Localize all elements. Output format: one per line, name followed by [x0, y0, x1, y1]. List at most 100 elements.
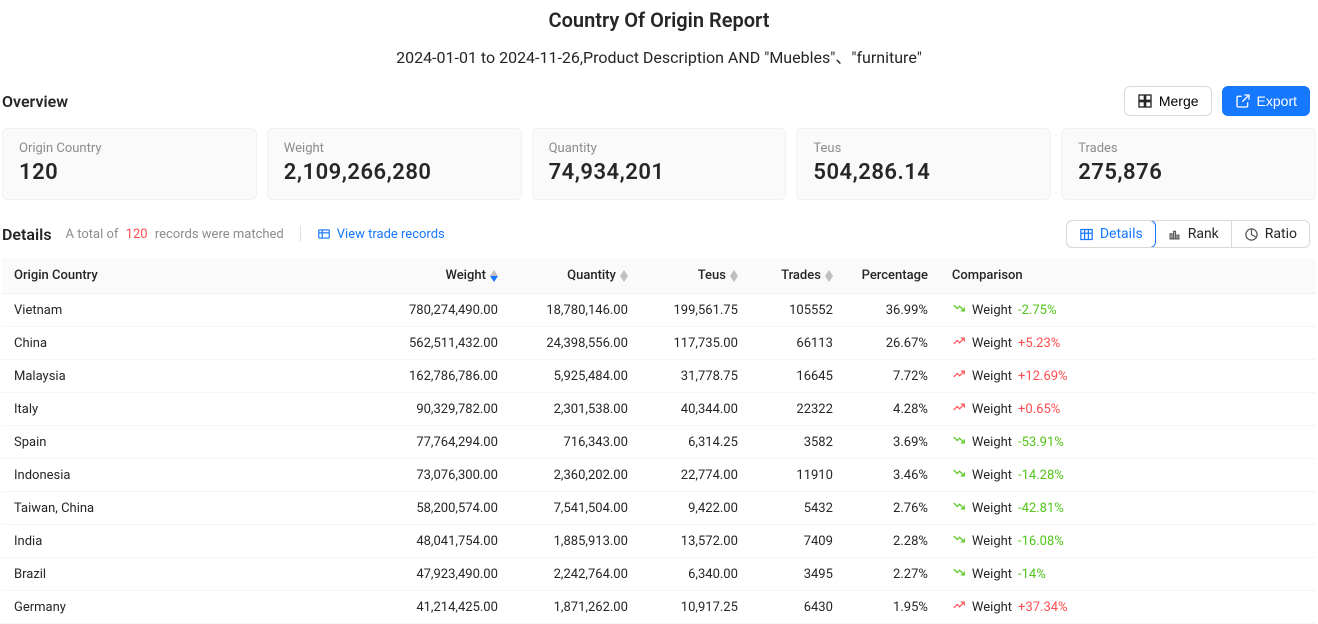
cell-comparison: Weight -42.81% [940, 492, 1316, 525]
cell-comparison: Weight -53.91% [940, 426, 1316, 459]
ratio-icon [1244, 227, 1259, 242]
overview-card: Teus504,286.14 [796, 128, 1051, 200]
table-row[interactable]: Brazil47,923,490.002,242,764.006,340.003… [2, 558, 1316, 591]
header-actions: Merge Export [1124, 86, 1310, 116]
sort-icon [620, 270, 628, 282]
table-row[interactable]: Vietnam780,274,490.0018,780,146.00199,56… [2, 294, 1316, 327]
trend-down-icon [952, 433, 966, 451]
merge-icon [1137, 93, 1153, 109]
cell-teus: 10,917.25 [640, 591, 750, 624]
cell-country: Italy [2, 393, 397, 426]
trend-down-icon [952, 466, 966, 484]
card-value: 120 [19, 160, 240, 185]
cell-quantity: 1,885,913.00 [510, 525, 640, 558]
trend-down-icon [952, 532, 966, 550]
tab-ratio[interactable]: Ratio [1232, 221, 1309, 247]
cell-quantity: 716,343.00 [510, 426, 640, 459]
cell-quantity: 2,242,764.00 [510, 558, 640, 591]
tab-details[interactable]: Details [1066, 220, 1156, 248]
cell-comparison: Weight +12.69% [940, 360, 1316, 393]
details-table: Origin Country Weight Quantity Teus Trad… [2, 258, 1316, 624]
col-header-weight[interactable]: Weight [397, 258, 510, 294]
table-row[interactable]: China562,511,432.0024,398,556.00117,735.… [2, 327, 1316, 360]
trend-down-icon [952, 301, 966, 319]
table-row[interactable]: Germany41,214,425.001,871,262.0010,917.2… [2, 591, 1316, 624]
cell-quantity: 7,541,504.00 [510, 492, 640, 525]
trend-up-icon [952, 334, 966, 352]
col-header-percentage: Percentage [845, 258, 940, 294]
cell-country: India [2, 525, 397, 558]
view-trade-records-link[interactable]: View trade records [317, 227, 445, 242]
merge-label: Merge [1159, 93, 1199, 109]
cell-quantity: 18,780,146.00 [510, 294, 640, 327]
overview-label: Overview [2, 92, 68, 111]
tab-rank-label: Rank [1188, 226, 1219, 242]
cell-country: Taiwan, China [2, 492, 397, 525]
cell-weight: 73,076,300.00 [397, 459, 510, 492]
cell-percentage: 4.28% [845, 393, 940, 426]
cell-trades: 5432 [750, 492, 845, 525]
cell-teus: 6,314.25 [640, 426, 750, 459]
merge-button[interactable]: Merge [1124, 86, 1212, 116]
col-header-trades[interactable]: Trades [750, 258, 845, 294]
cell-trades: 16645 [750, 360, 845, 393]
table-row[interactable]: India48,041,754.001,885,913.0013,572.007… [2, 525, 1316, 558]
cell-teus: 13,572.00 [640, 525, 750, 558]
cell-weight: 58,200,574.00 [397, 492, 510, 525]
cell-trades: 3582 [750, 426, 845, 459]
table-row[interactable]: Malaysia162,786,786.005,925,484.0031,778… [2, 360, 1316, 393]
overview-card: Quantity74,934,201 [532, 128, 787, 200]
cell-comparison: Weight +0.65% [940, 393, 1316, 426]
col-header-country[interactable]: Origin Country [2, 258, 397, 294]
overview-card: Trades275,876 [1061, 128, 1316, 200]
cell-percentage: 2.76% [845, 492, 940, 525]
trend-up-icon [952, 367, 966, 385]
cell-percentage: 3.46% [845, 459, 940, 492]
cell-weight: 90,329,782.00 [397, 393, 510, 426]
sort-icon [490, 270, 498, 282]
sort-icon [730, 270, 738, 282]
col-header-teus[interactable]: Teus [640, 258, 750, 294]
cell-teus: 6,340.00 [640, 558, 750, 591]
cell-comparison: Weight +5.23% [940, 327, 1316, 360]
card-label: Origin Country [19, 141, 240, 156]
overview-card: Origin Country 120 [2, 128, 257, 200]
cell-comparison: Weight -2.75% [940, 294, 1316, 327]
trend-up-icon [952, 598, 966, 616]
cell-weight: 47,923,490.00 [397, 558, 510, 591]
card-value: 504,286.14 [813, 160, 1034, 185]
cell-weight: 41,214,425.00 [397, 591, 510, 624]
table-row[interactable]: Italy90,329,782.002,301,538.0040,344.002… [2, 393, 1316, 426]
cell-country: Spain [2, 426, 397, 459]
tab-rank[interactable]: Rank [1155, 221, 1232, 247]
cell-percentage: 2.27% [845, 558, 940, 591]
cell-quantity: 2,301,538.00 [510, 393, 640, 426]
table-row[interactable]: Indonesia73,076,300.002,360,202.0022,774… [2, 459, 1316, 492]
cell-weight: 48,041,754.00 [397, 525, 510, 558]
cell-percentage: 1.95% [845, 591, 940, 624]
page-subtitle: 2024-01-01 to 2024-11-26,Product Descrip… [0, 32, 1318, 86]
divider [300, 226, 301, 242]
view-trade-records-label: View trade records [337, 227, 445, 242]
table-row[interactable]: Spain77,764,294.00716,343.006,314.253582… [2, 426, 1316, 459]
details-meta: A total of 120 records were matched [66, 227, 284, 242]
cell-percentage: 26.67% [845, 327, 940, 360]
cell-trades: 3495 [750, 558, 845, 591]
records-icon [317, 227, 331, 241]
cell-trades: 66113 [750, 327, 845, 360]
cell-country: China [2, 327, 397, 360]
col-header-quantity[interactable]: Quantity [510, 258, 640, 294]
table-row[interactable]: Taiwan, China58,200,574.007,541,504.009,… [2, 492, 1316, 525]
cell-country: Brazil [2, 558, 397, 591]
cell-quantity: 24,398,556.00 [510, 327, 640, 360]
tab-details-label: Details [1100, 226, 1143, 242]
cell-teus: 9,422.00 [640, 492, 750, 525]
export-button[interactable]: Export [1222, 86, 1310, 116]
cell-trades: 11910 [750, 459, 845, 492]
cell-country: Germany [2, 591, 397, 624]
cell-comparison: Weight -16.08% [940, 525, 1316, 558]
sort-icon [825, 270, 833, 282]
cell-quantity: 2,360,202.00 [510, 459, 640, 492]
cell-percentage: 3.69% [845, 426, 940, 459]
cell-quantity: 5,925,484.00 [510, 360, 640, 393]
